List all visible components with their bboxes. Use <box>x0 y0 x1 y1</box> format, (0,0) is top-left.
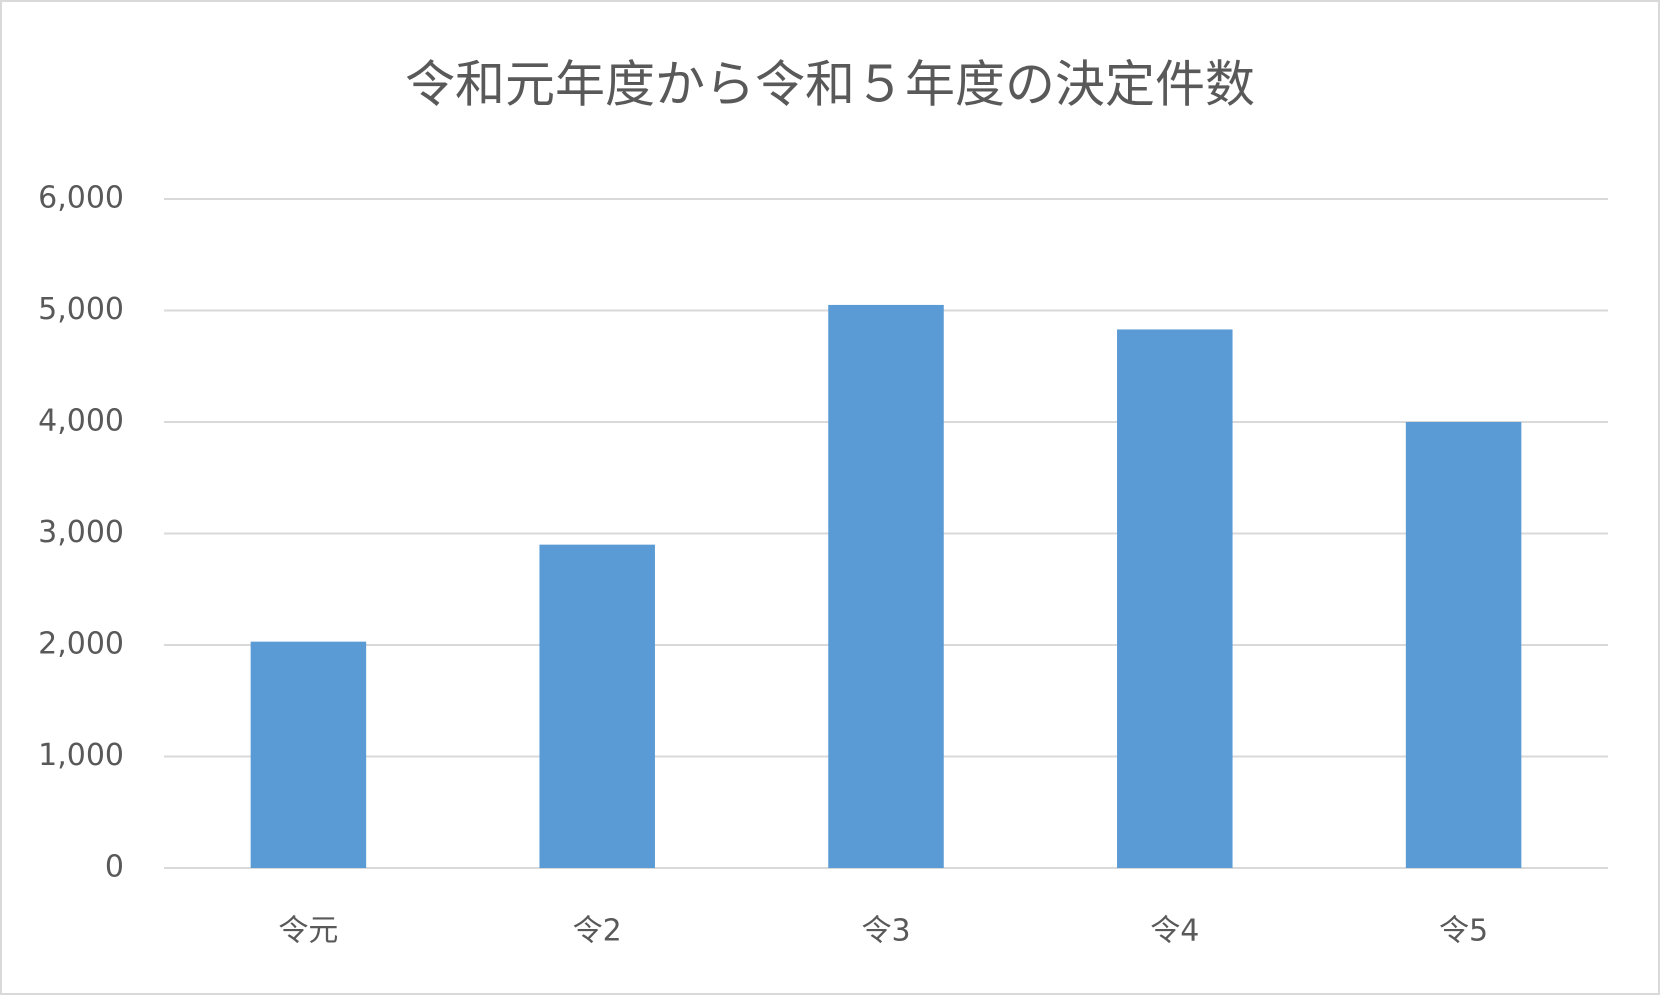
x-tick-label: 令5 <box>1439 914 1488 949</box>
x-tick-label: 令4 <box>1150 914 1199 949</box>
bar <box>828 304 944 868</box>
bar <box>250 641 367 868</box>
y-tick-label: 3,000 <box>38 515 124 550</box>
y-tick-label: 5,000 <box>38 292 124 327</box>
bar <box>1405 422 1522 868</box>
bar <box>1117 329 1233 869</box>
y-tick-label: 2,000 <box>38 627 124 662</box>
y-tick-label: 6,000 <box>38 181 124 216</box>
x-tick-label: 令2 <box>573 914 622 949</box>
bar <box>539 544 655 868</box>
chart-title: 令和元年度から令和５年度の決定件数 <box>405 56 1255 114</box>
y-tick-label: 1,000 <box>38 738 124 773</box>
x-tick-label: 令元 <box>278 914 338 949</box>
y-tick-label: 0 <box>105 850 124 885</box>
y-tick-label: 4,000 <box>38 404 124 439</box>
x-tick-label: 令3 <box>861 914 910 949</box>
